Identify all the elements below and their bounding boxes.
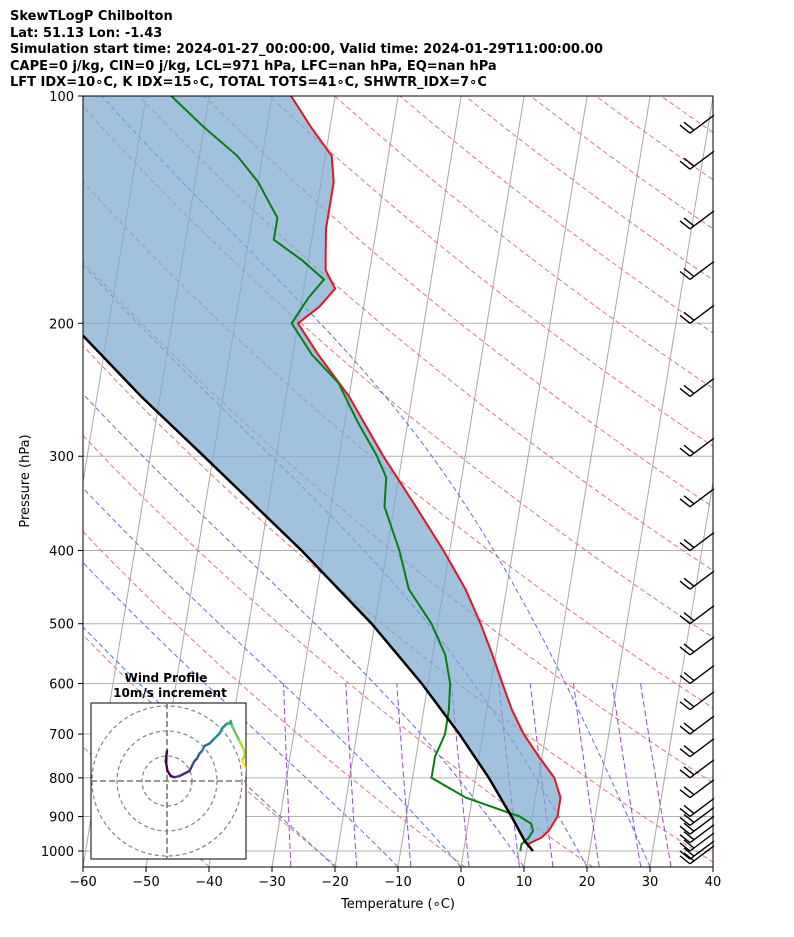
wind-barb xyxy=(679,531,715,552)
x-tick-label: 30 xyxy=(642,875,659,890)
mixing-ratio-line xyxy=(345,683,358,867)
dry-adiabat xyxy=(0,96,82,867)
moist-adiabat xyxy=(83,487,462,867)
y-tick-label: 1000 xyxy=(41,845,74,860)
mixing-ratio-line xyxy=(396,683,412,867)
isotherm-line xyxy=(586,96,713,867)
axes: −60 −50 −40 −30 −20 −10 0 10 20 30 40 100 200 300 400 5… xyxy=(41,90,721,890)
wind-barb xyxy=(679,664,715,685)
moist-adiabat xyxy=(83,626,336,867)
dry-adiabat xyxy=(83,634,338,867)
wind-barb xyxy=(679,715,715,735)
wind-barb xyxy=(679,488,715,508)
wind-barb xyxy=(679,605,715,625)
hodograph-segment xyxy=(243,764,246,772)
x-axis-label: Temperature (∘C) xyxy=(340,897,455,912)
wind-barb xyxy=(679,260,715,281)
temperature-profile xyxy=(290,96,562,852)
x-tick-label: 40 xyxy=(705,875,722,890)
dry-adiabat xyxy=(399,96,713,334)
location-line: Lat: 51.13 Lon: -1.43 xyxy=(10,25,163,41)
dry-adiabat xyxy=(83,345,713,863)
hodograph-segment xyxy=(164,749,169,763)
x-tick-label: −10 xyxy=(384,875,411,890)
data-layer xyxy=(83,96,562,852)
x-tick-label: 20 xyxy=(579,875,596,890)
wind-barb xyxy=(679,570,715,590)
wind-barb xyxy=(679,832,715,852)
y-tick-label: 400 xyxy=(49,545,74,560)
hodograph-segment xyxy=(164,759,169,773)
dry-adiabat xyxy=(595,96,713,181)
x-tick-label: −20 xyxy=(321,875,348,890)
x-tick-label: 10 xyxy=(516,875,533,890)
wind-barb xyxy=(679,691,715,711)
wind-barb xyxy=(679,840,715,860)
isotherm-line xyxy=(523,96,651,867)
stability-indices-line: CAPE=0 j/kg, CIN=0 j/kg, LCL=971 hPa, LF… xyxy=(10,58,497,74)
y-axis-label: Pressure (hPa) xyxy=(18,434,33,527)
wind-barb xyxy=(679,304,715,324)
hodograph xyxy=(90,702,247,860)
wind-barb xyxy=(679,815,715,835)
wind-barb xyxy=(679,150,715,170)
wind-barb xyxy=(679,636,715,656)
cin-shading xyxy=(83,96,561,851)
x-tick-label: 0 xyxy=(457,875,465,890)
x-tick-label: −40 xyxy=(195,875,222,890)
index-line: LFT IDX=10∘C, K IDX=15∘C, TOTAL TOTS=41∘… xyxy=(10,75,487,90)
wind-barb xyxy=(679,779,715,799)
y-tick-label: 600 xyxy=(49,678,74,693)
wind-barb xyxy=(679,797,715,818)
dry-adiabat xyxy=(203,96,713,508)
dry-adiabat xyxy=(334,96,713,389)
wind-barb xyxy=(679,806,715,826)
wind-barb xyxy=(679,824,715,844)
wind-barb xyxy=(679,845,715,865)
y-tick-label: 500 xyxy=(49,618,74,633)
isotherm-line xyxy=(83,96,84,101)
y-tick-label: 100 xyxy=(49,90,74,105)
dry-adiabat xyxy=(660,96,713,134)
dry-adiabat xyxy=(530,96,713,230)
y-tick-label: 900 xyxy=(49,810,74,825)
mixing-ratio-line xyxy=(283,683,292,867)
wind-barb xyxy=(679,738,715,758)
moist-adiabat xyxy=(101,96,651,867)
chart-title: SkewTLogP Chilbolton xyxy=(10,9,173,24)
y-tick-label: 300 xyxy=(49,450,74,465)
wind-barb xyxy=(679,759,715,779)
wind-barb xyxy=(679,377,715,398)
time-line: Simulation start time: 2024-01-27_00:00:… xyxy=(10,42,603,57)
moist-adiabat xyxy=(83,393,525,867)
mixing-ratio-line xyxy=(640,683,672,867)
parcel-path xyxy=(83,333,534,852)
wind-barbs xyxy=(679,114,715,865)
x-tick-label: −50 xyxy=(132,875,159,890)
mixing-ratio-line xyxy=(529,683,554,867)
dry-adiabat xyxy=(83,531,466,867)
wind-barb xyxy=(679,114,715,134)
y-tick-label: 700 xyxy=(49,728,74,743)
moist-adiabat xyxy=(83,561,399,867)
wind-barb xyxy=(679,437,715,457)
hodograph-subtitle: 10m/s increment xyxy=(113,686,227,700)
wind-barb xyxy=(679,210,715,230)
mixing-ratio-line xyxy=(572,683,600,867)
chart-title-block: SkewTLogP Chilbolton Lat: 51.13 Lon: -1.… xyxy=(10,9,603,92)
dry-adiabat xyxy=(83,105,713,639)
y-tick-label: 800 xyxy=(49,772,74,787)
x-tick-label: −60 xyxy=(69,875,96,890)
x-tick-label: −30 xyxy=(258,875,285,890)
isotherm-line xyxy=(397,96,525,867)
isotherm-line xyxy=(712,863,713,867)
hodograph-title: Wind Profile xyxy=(125,671,208,685)
isotherm-line xyxy=(649,478,713,867)
mixing-ratio-line xyxy=(611,683,642,867)
y-tick-label: 200 xyxy=(49,317,74,332)
